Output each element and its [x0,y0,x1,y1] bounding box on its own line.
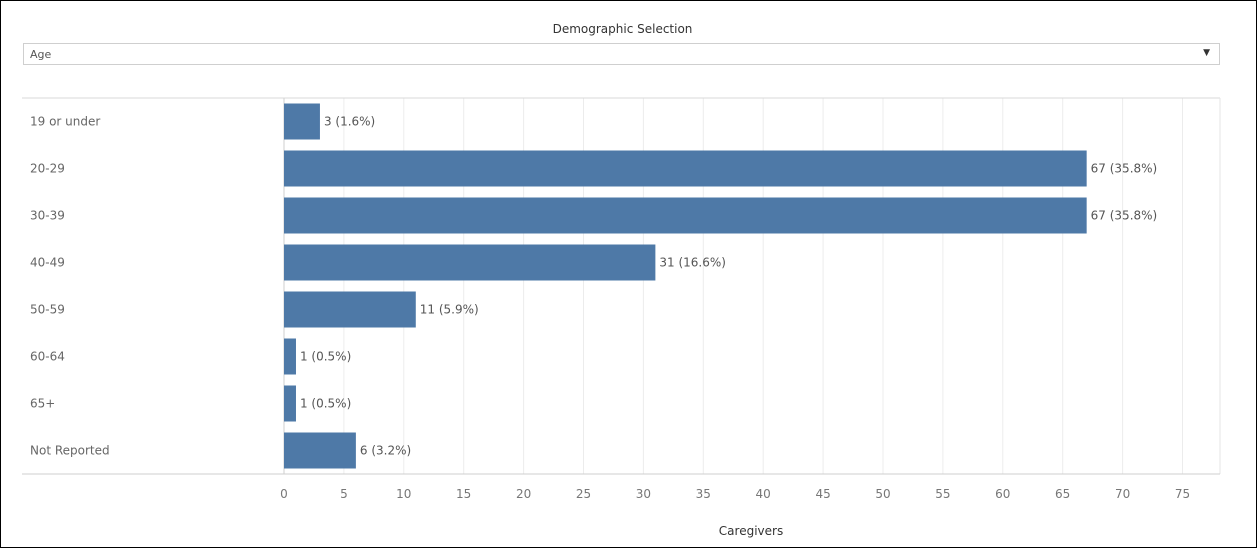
x-tick-label: 40 [756,487,771,501]
bar[interactable] [284,338,296,375]
x-tick-label: 25 [576,487,591,501]
category-label: 40-49 [30,256,65,270]
dropdown-selected-value: Age [30,48,52,61]
data-label: 1 (0.5%) [300,350,351,364]
data-label: 67 (35.8%) [1091,209,1158,223]
x-tick-label: 10 [396,487,411,501]
data-label: 3 (1.6%) [324,115,375,129]
data-label: 31 (16.6%) [659,256,726,270]
bars-layer [284,103,1087,469]
category-label: 30-39 [30,209,65,223]
data-label: 1 (0.5%) [300,397,351,411]
labels-layer: 19 or under 3 (1.6%) 20-29 67 (35.8%) 30-39 6… [30,115,1157,458]
x-tick-label: 70 [1115,487,1130,501]
category-label: 20-29 [30,162,65,176]
category-label: 60-64 [30,350,65,364]
x-tick-label: 15 [456,487,471,501]
bar[interactable] [284,103,320,140]
x-tick-label: 20 [516,487,531,501]
x-tick-label: 45 [815,487,830,501]
category-label: 50-59 [30,303,65,317]
data-label: 6 (3.2%) [360,444,411,458]
x-tick-label: 75 [1175,487,1190,501]
bar[interactable] [284,385,296,422]
x-tick-label: 65 [1055,487,1070,501]
category-label: Not Reported [30,444,110,458]
bar[interactable] [284,291,416,328]
bar[interactable] [284,432,356,469]
bar[interactable] [284,244,656,281]
data-label: 11 (5.9%) [420,303,479,317]
filter-title: Demographic Selection [552,22,693,36]
x-axis-title: Caregivers [719,524,783,538]
x-tick-label: 55 [935,487,950,501]
bar[interactable] [284,150,1087,187]
chart-frame [22,97,1221,475]
x-tick-label: 5 [340,487,348,501]
category-label: 19 or under [30,115,100,129]
x-tick-label: 35 [696,487,711,501]
x-axis: 0 5 10 15 20 25 30 35 40 45 50 55 60 65 70 75 Caregivers [280,487,1190,538]
chevron-down-icon[interactable]: ▼ [1203,48,1210,58]
data-label: 67 (35.8%) [1091,162,1158,176]
demographic-dropdown[interactable]: Age ▼ [23,43,1220,65]
x-tick-label: 50 [875,487,890,501]
category-label: 65+ [30,397,55,411]
x-tick-label: 60 [995,487,1010,501]
x-tick-label: 0 [280,487,288,501]
x-tick-label: 30 [636,487,651,501]
bar[interactable] [284,197,1087,234]
